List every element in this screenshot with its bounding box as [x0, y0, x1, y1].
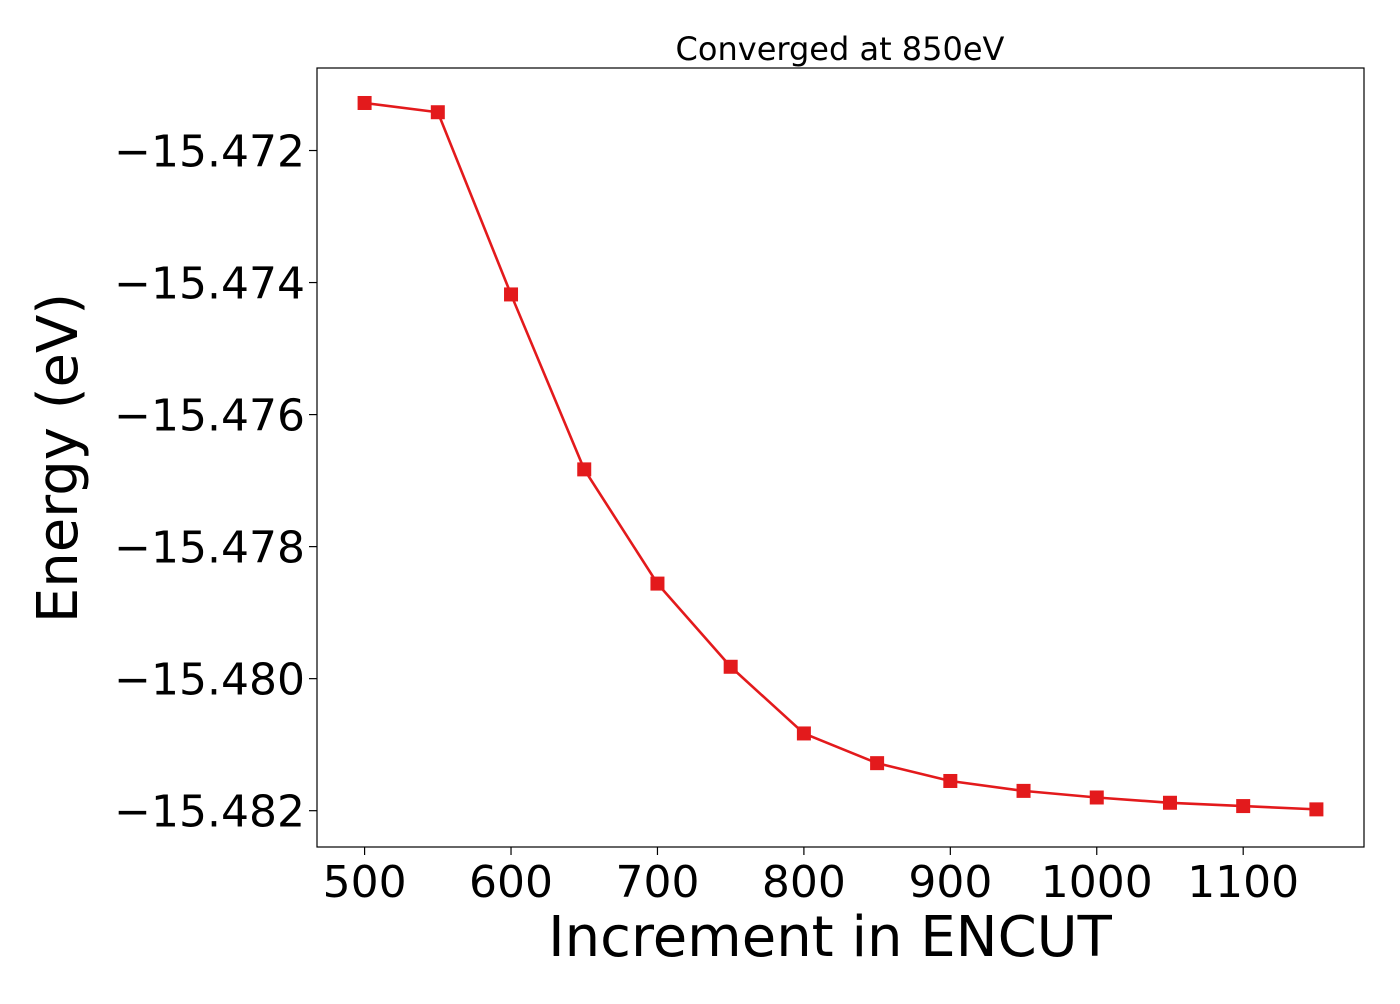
data-point	[723, 659, 738, 674]
data-point	[1236, 799, 1251, 814]
y-tick-label: −15.480	[114, 655, 305, 706]
data-point	[796, 726, 811, 741]
data-point	[504, 287, 519, 302]
y-tick-label: −15.478	[114, 523, 305, 574]
x-axis-label: Increment in ENCUT	[548, 905, 1113, 970]
data-point	[1089, 790, 1104, 805]
x-tick-label: 1000	[1041, 857, 1153, 908]
y-axis-label: Energy (eV)	[26, 293, 91, 623]
x-tick-label: 800	[762, 857, 846, 908]
y-axis: −15.472 −15.474 −15.476 −15.478 −15.480 −15.4…	[114, 127, 317, 838]
series-layer	[357, 95, 1324, 817]
y-tick-label: −15.474	[114, 259, 305, 310]
x-tick-label: 700	[615, 857, 699, 908]
chart-title: Converged at 850eV	[676, 30, 1005, 68]
series-line	[364, 101, 1317, 811]
x-tick-label: 500	[323, 857, 407, 908]
data-point	[650, 576, 665, 591]
y-tick-label: −15.476	[114, 391, 305, 442]
data-point	[1016, 783, 1031, 798]
x-tick-label: 900	[908, 857, 992, 908]
data-point	[430, 105, 445, 120]
data-point	[870, 756, 885, 771]
data-point	[577, 462, 592, 477]
y-tick-label: −15.472	[114, 127, 305, 178]
data-point	[943, 773, 958, 788]
data-point	[357, 95, 372, 110]
y-tick-label: −15.482	[114, 787, 305, 838]
x-tick-label: 1100	[1187, 857, 1299, 908]
x-axis: 500 600 700 800 900 1000 1100	[323, 847, 1299, 908]
plot-area	[316, 67, 1365, 848]
x-tick-label: 600	[469, 857, 553, 908]
data-point	[1309, 802, 1324, 817]
data-point	[1162, 795, 1177, 810]
